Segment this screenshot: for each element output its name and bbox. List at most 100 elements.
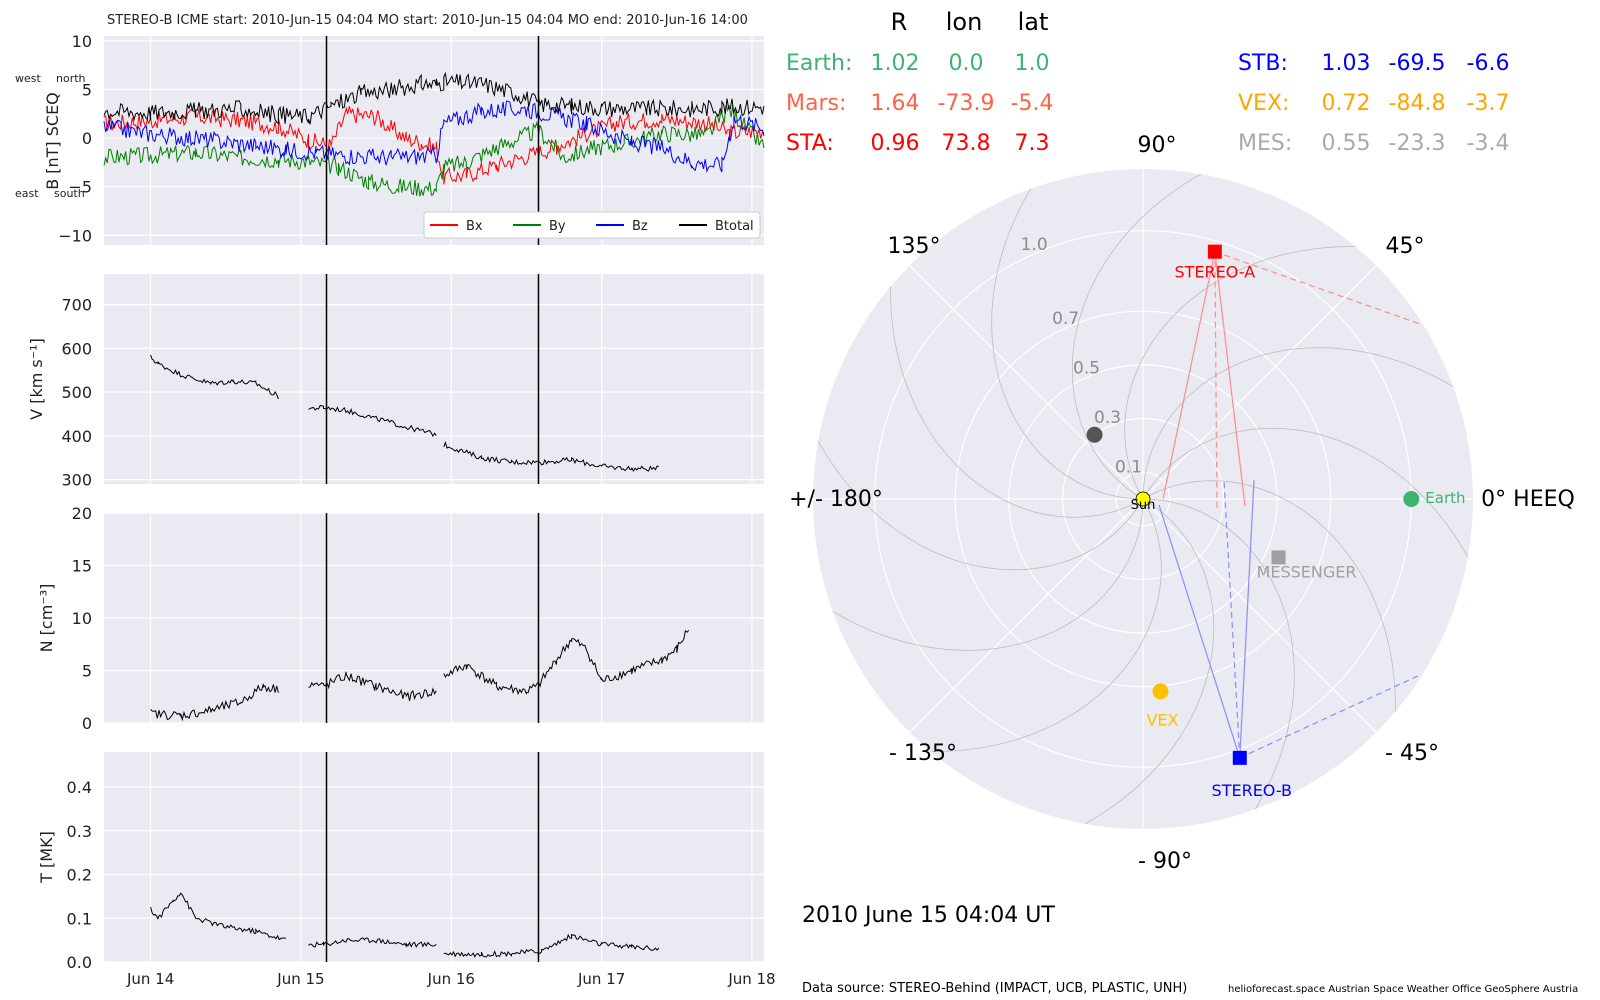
- parker-spiral: [930, 503, 1162, 752]
- legend: Bx By Bz Btotal: [423, 211, 761, 239]
- table-cell: 7.3: [1015, 131, 1050, 156]
- table-cell: 1.64: [871, 91, 920, 116]
- stereo-a-dashed-line: [1214, 251, 1218, 511]
- parker-spiral: [1145, 427, 1469, 558]
- parker-spiral: [817, 440, 1141, 571]
- x-tick-label: Jun 14: [126, 970, 174, 988]
- table-cell: 73.8: [942, 131, 991, 156]
- table-cell: -23.3: [1389, 131, 1446, 156]
- messenger-marker: [1271, 550, 1286, 565]
- credits-footer: helioforecast.space Austrian Space Weath…: [1228, 984, 1578, 995]
- parker-spiral: [1148, 498, 1295, 810]
- mercury-marker: [1086, 426, 1103, 443]
- y-tick-label: 10: [72, 609, 92, 628]
- table-cell: 0.96: [871, 131, 920, 156]
- y-tick-label: 10: [72, 32, 92, 51]
- radial-tick-label: 0.7: [1052, 309, 1079, 329]
- table-cell: 1.03: [1322, 51, 1371, 76]
- angle-label: - 90°: [1138, 849, 1192, 874]
- angle-label: 135°: [888, 234, 941, 259]
- x-tick-label: Jun 15: [276, 970, 324, 988]
- data-source-footer: Data source: STEREO-Behind (IMPACT, UCB,…: [802, 981, 1187, 996]
- y-tick-label: 700: [61, 296, 92, 315]
- panel-speed: 300 400 500 600 700 V [km s⁻¹]: [27, 274, 764, 490]
- legend-label: Btotal: [715, 219, 754, 234]
- vex-marker: [1152, 683, 1169, 700]
- series-line-btotal: [103, 71, 765, 125]
- table-header: lon: [946, 8, 983, 36]
- orientation-north: north: [56, 72, 86, 85]
- parker-spiral: [1124, 246, 1356, 495]
- stereo-b-dashed-line: [1239, 674, 1421, 759]
- y-axis-label: B [nT] SCEQ: [43, 92, 62, 190]
- y-axis-label: V [km s⁻¹]: [27, 338, 46, 420]
- panel-density: 0 5 10 15 20 N [cm⁻³]: [37, 504, 764, 733]
- angle-label: 90°: [1138, 133, 1177, 158]
- orientation-west: west: [15, 72, 41, 85]
- y-tick-label: 20: [72, 504, 92, 523]
- radial-tick-label: 0.3: [1094, 408, 1121, 428]
- event-header: STEREO-B ICME start: 2010-Jun-15 04:04 M…: [107, 13, 748, 28]
- legend-label: Bz: [632, 219, 648, 234]
- x-tick-label: Jun 18: [727, 970, 775, 988]
- table-header: lat: [1018, 8, 1049, 36]
- stereo-a-dashed-line: [1214, 251, 1421, 325]
- table-cell: 0.55: [1322, 131, 1371, 156]
- series-line-by: [103, 104, 765, 197]
- y-tick-label: 300: [61, 471, 92, 490]
- table-row-label: MES:: [1238, 131, 1292, 156]
- parker-spiral: [1147, 480, 1396, 712]
- stereo-b-label: STEREO-B: [1212, 781, 1292, 800]
- table-cell: -73.9: [938, 91, 995, 116]
- table-row-label: VEX:: [1238, 91, 1289, 116]
- radial-tick-label: 1.0: [1021, 235, 1048, 255]
- earth-label: Earth: [1425, 489, 1465, 507]
- polar-plot: 0.1 0.3 0.5 0.7 1.0 0° HEEQ 45° 90° 135° +/- 180°…: [789, 133, 1575, 874]
- sun-label: Sun: [1131, 498, 1156, 513]
- plot-background: [104, 274, 764, 484]
- table-row-label: STB:: [1238, 51, 1288, 76]
- series-line-v: [150, 354, 659, 473]
- y-tick-label: 400: [61, 427, 92, 446]
- y-tick-label: 500: [61, 383, 92, 402]
- series-line-bx: [103, 106, 765, 185]
- table-cell: -69.5: [1389, 51, 1446, 76]
- y-tick-label: −10: [58, 226, 92, 245]
- angular-gridline: [909, 265, 1144, 500]
- stereo-a-marker: [1207, 244, 1222, 259]
- y-tick-label: 0.0: [67, 953, 92, 972]
- table-cell: -3.4: [1467, 131, 1510, 156]
- stereo-a-fov-line: [1162, 251, 1216, 500]
- y-tick-label: 15: [72, 557, 92, 576]
- y-tick-label: 0: [82, 129, 92, 148]
- table-cell: -84.8: [1389, 91, 1446, 116]
- orientation-east: east: [15, 187, 39, 200]
- y-tick-label: 5: [82, 662, 92, 681]
- table-cell: 0.72: [1322, 91, 1371, 116]
- stereo-b-marker: [1232, 750, 1247, 765]
- y-tick-label: 0.2: [67, 866, 92, 885]
- plot-background: [104, 752, 764, 962]
- y-tick-label: 600: [61, 339, 92, 358]
- y-tick-label: 0.3: [67, 822, 92, 841]
- parker-spiral: [1071, 173, 1202, 497]
- stereo-a-label: STEREO-A: [1175, 263, 1256, 282]
- parker-spiral: [991, 188, 1138, 500]
- series-line-t: [150, 892, 660, 958]
- sun-marker: [1135, 491, 1151, 507]
- y-tick-label: 0.1: [67, 909, 92, 928]
- legend-box: [423, 211, 761, 239]
- legend-label: Bx: [466, 219, 483, 234]
- x-tick-label: Jun 16: [427, 970, 475, 988]
- series-line-n: [150, 629, 690, 722]
- angle-label: - 45°: [1385, 741, 1439, 766]
- angle-label: 0° HEEQ: [1481, 487, 1575, 512]
- table-cell: -6.6: [1467, 51, 1510, 76]
- angular-gridline: [909, 498, 1144, 733]
- angle-label: - 135°: [889, 741, 957, 766]
- series-line-bz: [103, 100, 765, 173]
- y-tick-label: −5: [68, 178, 92, 197]
- table-cell: -5.4: [1011, 91, 1054, 116]
- table-cell: 1.0: [1015, 51, 1050, 76]
- y-tick-label: 5: [82, 80, 92, 99]
